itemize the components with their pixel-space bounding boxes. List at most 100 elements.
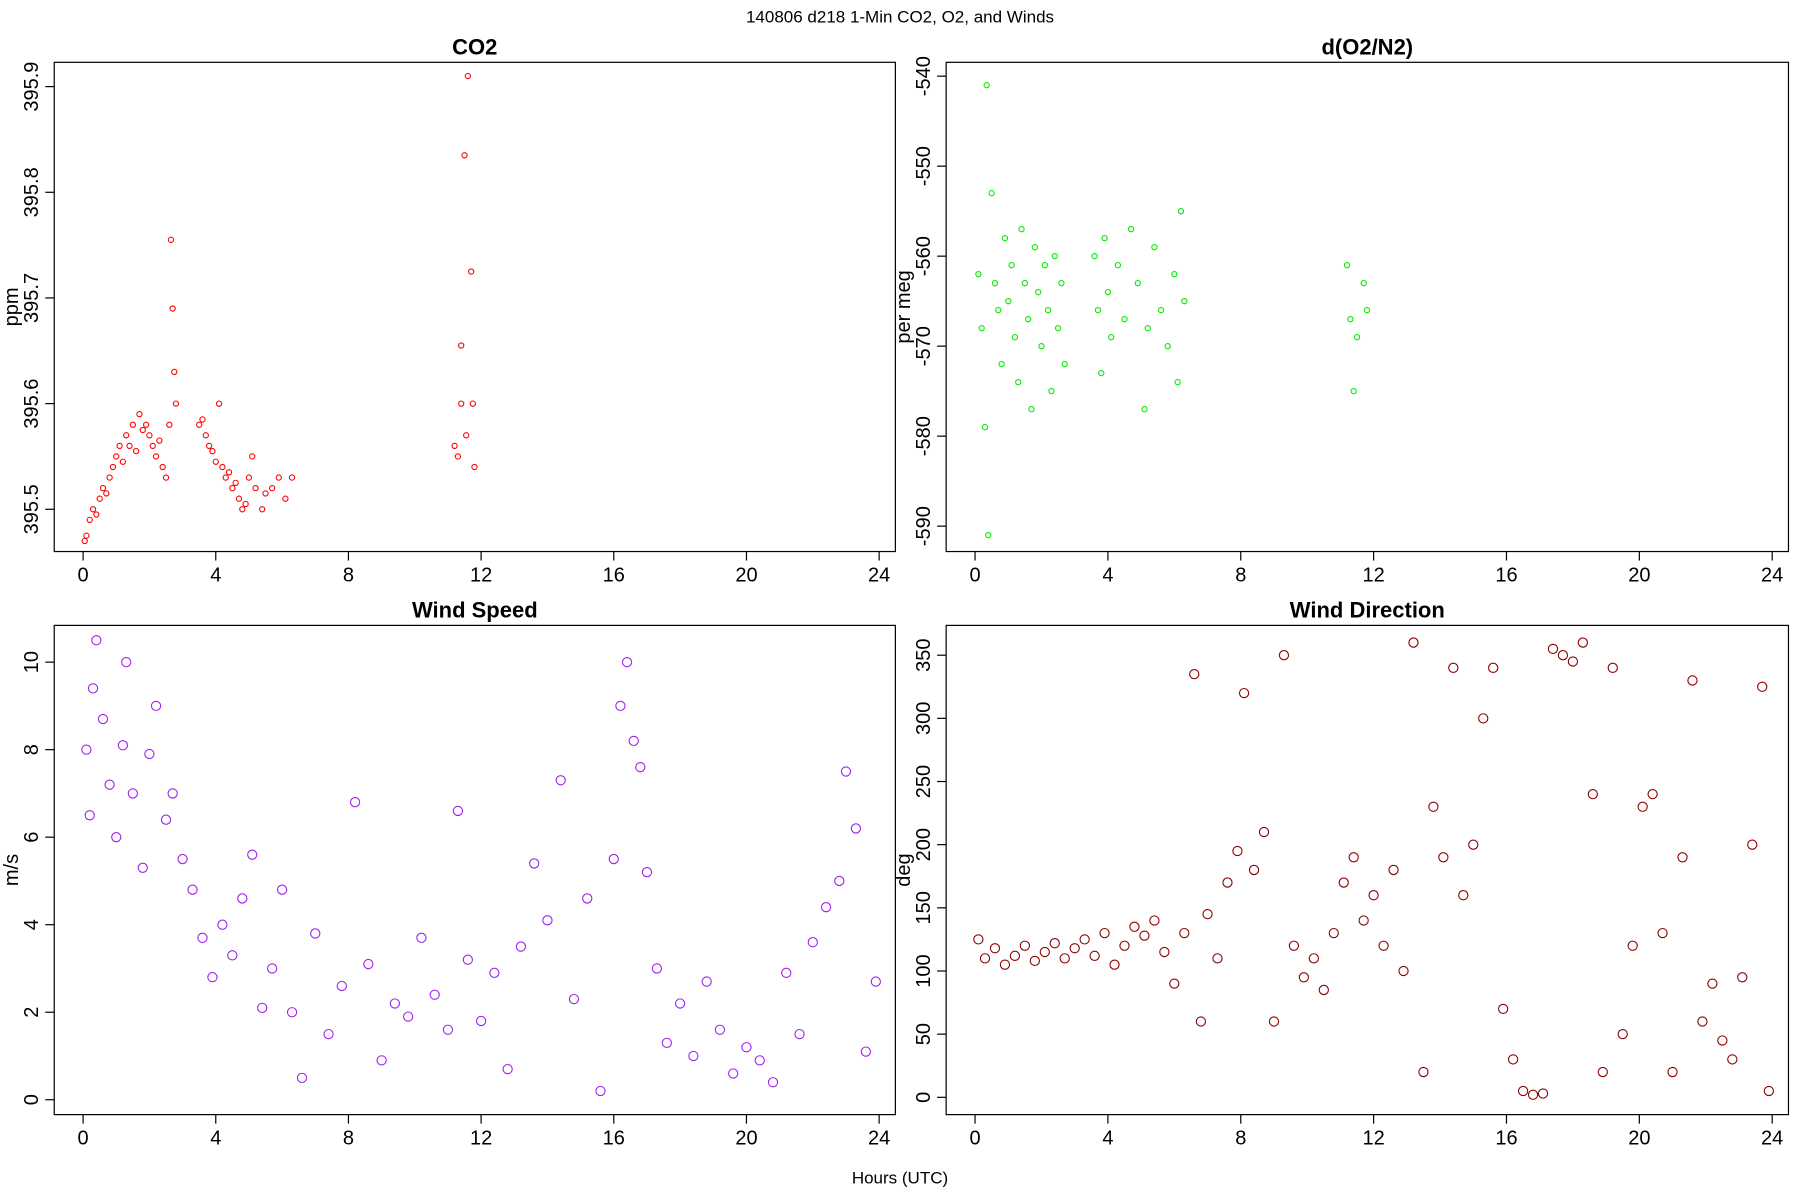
point xyxy=(1557,650,1569,661)
point xyxy=(205,442,213,450)
x-tick-label: 20 xyxy=(1628,565,1650,587)
point xyxy=(111,832,122,843)
point xyxy=(1108,334,1115,341)
point xyxy=(458,400,465,407)
point xyxy=(1141,406,1148,413)
y-tick-label: 2 xyxy=(21,1007,43,1018)
y-tick-label: 395.9 xyxy=(21,62,43,112)
point xyxy=(1348,852,1359,863)
point xyxy=(149,442,156,450)
point xyxy=(84,810,95,821)
point xyxy=(595,1085,606,1097)
point xyxy=(1617,1029,1628,1040)
point xyxy=(701,976,712,987)
y-tick-label: 10 xyxy=(21,651,43,673)
point xyxy=(133,448,140,455)
point xyxy=(1288,940,1300,951)
point xyxy=(1378,940,1389,951)
point xyxy=(1019,940,1031,951)
point xyxy=(1134,280,1141,287)
x-tick-label: 20 xyxy=(735,565,757,587)
point xyxy=(981,424,989,431)
point xyxy=(1647,788,1658,800)
point xyxy=(628,735,639,747)
point xyxy=(116,442,123,450)
point xyxy=(1248,864,1260,876)
y-tick-label: -550 xyxy=(913,146,935,186)
point xyxy=(1094,307,1102,314)
point xyxy=(1428,801,1439,812)
point xyxy=(1697,1016,1708,1027)
point xyxy=(1478,713,1489,724)
point xyxy=(222,474,229,481)
point xyxy=(991,280,999,287)
point xyxy=(983,82,990,89)
point xyxy=(97,713,109,725)
point xyxy=(794,1028,805,1040)
y-axis-label: deg xyxy=(893,853,915,886)
point xyxy=(741,1042,752,1053)
x-tick-label: 16 xyxy=(1495,565,1517,587)
point xyxy=(1763,1085,1775,1097)
point xyxy=(1657,927,1668,939)
point xyxy=(247,849,258,860)
y-tick-label: -560 xyxy=(913,236,935,276)
point xyxy=(1468,839,1479,850)
point xyxy=(442,1024,454,1035)
point xyxy=(1717,1035,1728,1046)
point xyxy=(1637,801,1648,812)
point xyxy=(166,421,173,428)
point xyxy=(227,950,238,961)
point xyxy=(1028,406,1035,413)
point xyxy=(462,954,473,965)
y-tick-label: 8 xyxy=(21,744,43,755)
point xyxy=(199,416,206,423)
point xyxy=(1121,316,1128,323)
point xyxy=(661,1037,673,1048)
y-tick-label: -570 xyxy=(913,326,935,366)
point xyxy=(529,858,540,869)
point xyxy=(1179,927,1190,939)
point xyxy=(235,495,243,502)
point xyxy=(1189,668,1200,680)
point xyxy=(471,463,478,471)
point xyxy=(1353,334,1361,341)
x-tick-label: 12 xyxy=(1362,1128,1384,1150)
point xyxy=(979,953,991,964)
y-axis-label: per meg xyxy=(893,270,915,343)
point xyxy=(81,537,88,545)
y-tick-label: 200 xyxy=(913,828,935,861)
point xyxy=(1358,915,1369,926)
x-tick-label: 4 xyxy=(210,565,221,587)
point xyxy=(767,1077,779,1088)
point xyxy=(1308,953,1319,964)
y-tick-label: 395.8 xyxy=(21,167,43,217)
y-axis-label: m/s xyxy=(1,854,23,886)
point xyxy=(458,342,465,349)
point xyxy=(1577,637,1589,648)
point xyxy=(207,972,218,983)
point xyxy=(139,426,146,434)
point xyxy=(1627,940,1638,951)
x-tick-label: 4 xyxy=(1102,565,1113,587)
point xyxy=(1398,965,1409,977)
point xyxy=(416,932,427,943)
point xyxy=(995,307,1002,314)
point xyxy=(1059,953,1070,964)
point xyxy=(1025,316,1032,323)
point xyxy=(1005,298,1012,305)
point xyxy=(262,490,269,497)
point xyxy=(1567,656,1579,667)
point xyxy=(266,963,278,974)
point xyxy=(252,484,259,492)
point xyxy=(985,532,992,539)
x-tick-label: 16 xyxy=(1495,1128,1517,1150)
point xyxy=(169,305,176,312)
point xyxy=(1031,244,1038,251)
point xyxy=(282,495,289,502)
point xyxy=(1061,361,1068,368)
point xyxy=(239,506,246,513)
point xyxy=(1038,343,1045,350)
point xyxy=(276,884,288,895)
point xyxy=(1448,662,1459,673)
